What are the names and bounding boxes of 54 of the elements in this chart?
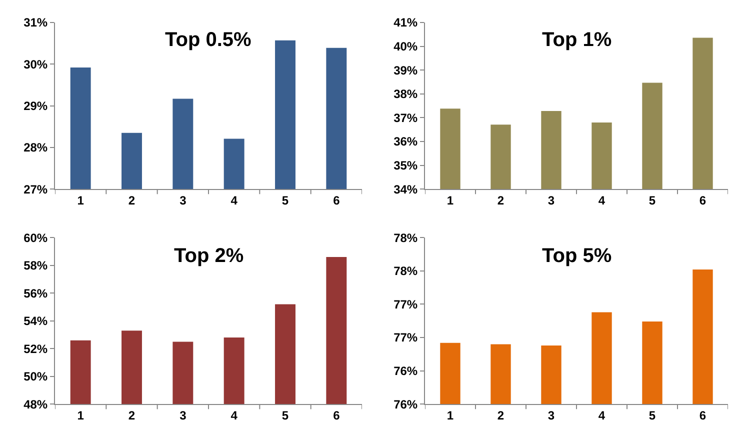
y-tick-label: 40%: [394, 40, 418, 54]
y-tick-label: 54%: [24, 314, 48, 328]
y-tick-label: 77%: [394, 330, 418, 345]
y-tick-label: 76%: [394, 364, 418, 378]
y-tick-label: 60%: [24, 230, 48, 245]
x-tick-label: 5: [282, 408, 289, 423]
x-tick-label: 4: [230, 408, 238, 423]
y-tick-label: 76%: [394, 397, 418, 412]
x-tick-label: 6: [333, 194, 340, 208]
x-tick-label: 6: [333, 408, 340, 423]
x-tick-label: 3: [180, 408, 187, 423]
y-tick-label: 41%: [394, 16, 418, 30]
chart-title: Top 1%: [542, 29, 612, 51]
x-tick-label: 2: [128, 194, 136, 208]
x-tick-label: 1: [77, 194, 84, 208]
x-tick-label: 3: [548, 408, 555, 423]
y-tick-label: 30%: [24, 57, 48, 72]
x-tick-label: 1: [446, 408, 454, 423]
y-tick-label: 37%: [394, 110, 418, 125]
y-tick-label: 31%: [24, 16, 48, 30]
y-tick-label: 29%: [24, 99, 48, 114]
x-tick-label: 4: [598, 408, 606, 423]
y-tick-label: 56%: [24, 286, 48, 300]
y-tick-label: 38%: [394, 87, 418, 102]
x-tick-label: 6: [699, 194, 706, 208]
x-tick-label: 4: [230, 194, 238, 208]
x-tick-label: 2: [497, 408, 504, 423]
x-tick-label: 3: [548, 194, 555, 208]
x-tick-label: 2: [497, 194, 504, 208]
y-tick-label: 28%: [24, 140, 48, 155]
y-tick-label: 52%: [24, 342, 48, 356]
x-tick-label: 5: [648, 194, 656, 208]
x-tick-label: 5: [282, 194, 289, 208]
x-tick-label: 3: [180, 194, 187, 208]
x-tick-label: 4: [598, 194, 606, 208]
x-tick-label: 6: [699, 408, 706, 423]
y-tick-label: 39%: [394, 63, 418, 78]
chart-title: Top 0.5%: [165, 29, 252, 51]
y-tick-label: 27%: [24, 182, 48, 196]
x-tick-label: 2: [128, 408, 136, 423]
chart-title: Top 2%: [174, 245, 244, 267]
x-tick-label: 5: [648, 408, 656, 423]
y-tick-label: 77%: [394, 297, 418, 312]
y-tick-label: 36%: [394, 134, 418, 149]
x-tick-label: 1: [77, 408, 84, 423]
y-tick-label: 34%: [394, 182, 418, 196]
chart-title: Top 5%: [542, 245, 612, 267]
y-tick-label: 35%: [394, 158, 418, 173]
y-tick-label: 50%: [24, 370, 48, 384]
x-tick-label: 1: [446, 194, 454, 208]
y-tick-label: 78%: [394, 264, 418, 278]
y-tick-label: 78%: [394, 230, 418, 245]
y-tick-label: 58%: [24, 258, 48, 273]
y-tick-label: 48%: [24, 397, 48, 412]
